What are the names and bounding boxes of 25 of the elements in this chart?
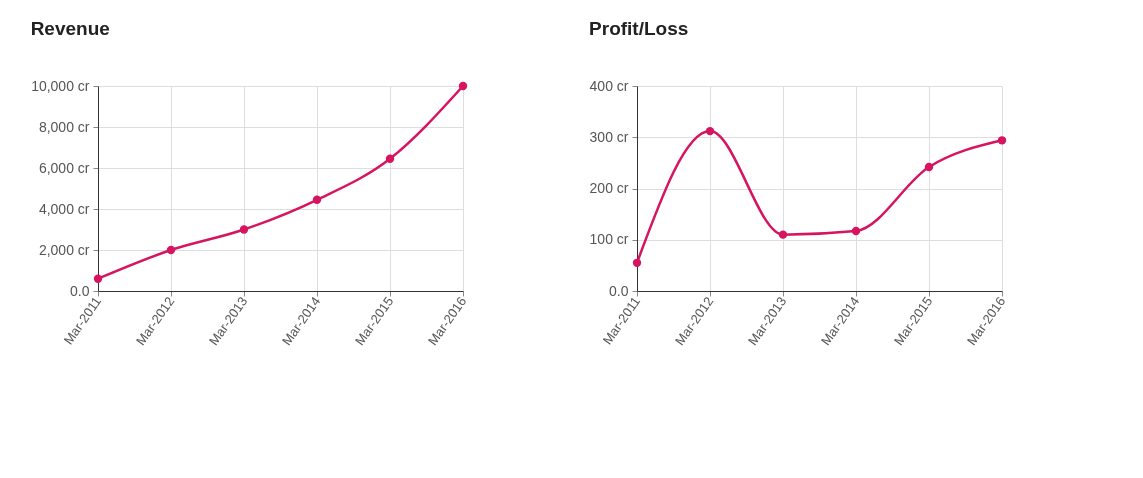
y-tick-label: 4,000 cr [38, 200, 90, 217]
chart-title: Revenue [30, 18, 110, 39]
point [851, 226, 861, 236]
point [778, 230, 788, 239]
y-tick-label: 300 cr [589, 128, 629, 145]
y-tick-label: 6,000 cr [38, 159, 90, 176]
point [632, 258, 642, 267]
point [385, 154, 395, 163]
chart-title: Profit/Loss [589, 18, 689, 39]
point [93, 274, 103, 283]
point [166, 245, 176, 255]
point [997, 136, 1007, 145]
y-tick-label: 100 cr [589, 231, 629, 248]
point [458, 81, 468, 91]
point [705, 126, 715, 136]
y-tick-label: 10,000 cr [31, 77, 90, 94]
point [924, 162, 934, 172]
y-tick-label: 2,000 cr [38, 241, 90, 258]
point [312, 195, 322, 204]
y-tick-label: 8,000 cr [38, 118, 90, 135]
y-tick-label: 0.0 [70, 282, 90, 299]
y-tick-label: 0.0 [609, 282, 629, 299]
y-tick-label: 200 cr [589, 180, 629, 196]
y-tick-label: 400 cr [589, 77, 629, 94]
point [239, 225, 249, 234]
